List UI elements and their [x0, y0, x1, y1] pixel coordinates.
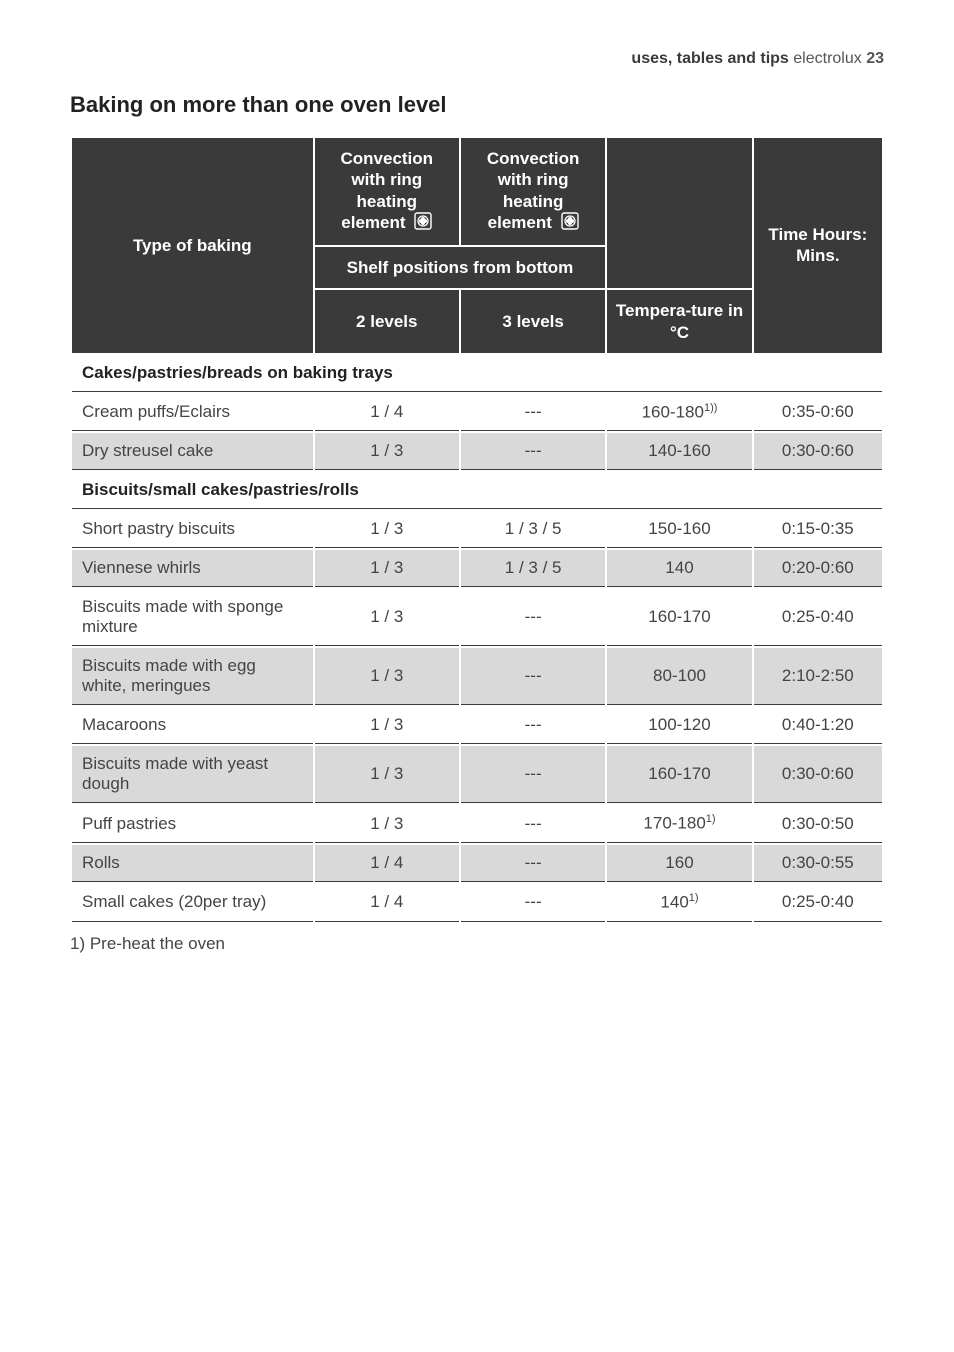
cell-two-levels: 1 / 3 [315, 805, 459, 843]
cell-name: Short pastry biscuits [72, 511, 313, 548]
cell-three-levels: --- [461, 648, 605, 705]
cell-three-levels: --- [461, 884, 605, 922]
cell-three-levels: 1 / 3 / 5 [461, 550, 605, 587]
cell-temperature: 150-160 [607, 511, 751, 548]
th-shelf: Shelf positions from bottom [315, 247, 606, 288]
cell-name: Viennese whirls [72, 550, 313, 587]
cell-name: Biscuits made with yeast dough [72, 746, 313, 803]
fan-icon [414, 212, 432, 235]
cell-three-levels: --- [461, 805, 605, 843]
cell-two-levels: 1 / 3 [315, 550, 459, 587]
cell-two-levels: 1 / 3 [315, 433, 459, 470]
cell-three-levels: --- [461, 707, 605, 744]
category-heading: Biscuits/small cakes/pastries/rolls [72, 472, 882, 509]
cell-temperature: 140 [607, 550, 751, 587]
cell-temperature: 160-170 [607, 589, 751, 646]
cell-three-levels: --- [461, 433, 605, 470]
cell-temperature: 160-1801)) [607, 394, 751, 432]
table-row: Puff pastries1 / 3---170-1801)0:30-0:50 [72, 805, 882, 843]
cell-two-levels: 1 / 4 [315, 394, 459, 432]
cell-three-levels: --- [461, 845, 605, 882]
cell-two-levels: 1 / 3 [315, 589, 459, 646]
cell-time: 2:10-2:50 [754, 648, 882, 705]
cell-two-levels: 1 / 4 [315, 845, 459, 882]
cell-time: 0:30-0:60 [754, 433, 882, 470]
cell-time: 0:15-0:35 [754, 511, 882, 548]
cell-two-levels: 1 / 3 [315, 511, 459, 548]
cell-name: Dry streusel cake [72, 433, 313, 470]
cell-three-levels: --- [461, 394, 605, 432]
cell-temperature: 100-120 [607, 707, 751, 744]
table-row: Biscuits made with egg white, meringues1… [72, 648, 882, 705]
cell-time: 0:40-1:20 [754, 707, 882, 744]
cell-two-levels: 1 / 4 [315, 884, 459, 922]
baking-table: Type of baking Convection with ring heat… [70, 136, 884, 924]
cell-three-levels: 1 / 3 / 5 [461, 511, 605, 548]
cell-temperature: 140-160 [607, 433, 751, 470]
table-row: Dry streusel cake1 / 3---140-1600:30-0:6… [72, 433, 882, 470]
cell-temperature: 1401) [607, 884, 751, 922]
cell-temperature: 160-170 [607, 746, 751, 803]
table-row: Short pastry biscuits1 / 31 / 3 / 5150-1… [72, 511, 882, 548]
cell-two-levels: 1 / 3 [315, 746, 459, 803]
cell-name: Biscuits made with egg white, meringues [72, 648, 313, 705]
fan-icon [561, 212, 579, 235]
th-2lev: 2 levels [315, 290, 459, 353]
header-section: uses, tables and tips [631, 50, 788, 67]
cell-time: 0:30-0:50 [754, 805, 882, 843]
cell-time: 0:30-0:55 [754, 845, 882, 882]
table-body: Cakes/pastries/breads on baking traysCre… [72, 355, 882, 922]
cell-time: 0:25-0:40 [754, 884, 882, 922]
th-temp: Tempera-ture in °C [607, 290, 751, 353]
cell-time: 0:30-0:60 [754, 746, 882, 803]
th-empty [607, 138, 751, 288]
cell-name: Rolls [72, 845, 313, 882]
th-type: Type of baking [72, 138, 313, 353]
table-row: Biscuits made with yeast dough1 / 3---16… [72, 746, 882, 803]
cell-time: 0:35-0:60 [754, 394, 882, 432]
cell-three-levels: --- [461, 746, 605, 803]
table-row: Viennese whirls1 / 31 / 3 / 51400:20-0:6… [72, 550, 882, 587]
cell-name: Cream puffs/Eclairs [72, 394, 313, 432]
th-conv2: Convection with ring heating element [461, 138, 605, 245]
th-conv1: Convection with ring heating element [315, 138, 459, 245]
cell-name: Macaroons [72, 707, 313, 744]
table-row: Cream puffs/Eclairs1 / 4---160-1801))0:3… [72, 394, 882, 432]
table-row: Rolls1 / 4---1600:30-0:55 [72, 845, 882, 882]
category-row: Cakes/pastries/breads on baking trays [72, 355, 882, 392]
cell-name: Small cakes (20per tray) [72, 884, 313, 922]
table-row: Small cakes (20per tray)1 / 4---1401)0:2… [72, 884, 882, 922]
cell-temperature: 80-100 [607, 648, 751, 705]
cell-temperature: 160 [607, 845, 751, 882]
page-header: uses, tables and tips electrolux 23 [70, 50, 884, 68]
cell-three-levels: --- [461, 589, 605, 646]
header-brand: electrolux 23 [793, 50, 884, 67]
table-row: Biscuits made with sponge mixture1 / 3--… [72, 589, 882, 646]
section-title: Baking on more than one oven level [70, 92, 884, 118]
table-head: Type of baking Convection with ring heat… [72, 138, 882, 353]
th-3lev: 3 levels [461, 290, 605, 353]
cell-two-levels: 1 / 3 [315, 707, 459, 744]
cell-time: 0:25-0:40 [754, 589, 882, 646]
cell-temperature: 170-1801) [607, 805, 751, 843]
cell-two-levels: 1 / 3 [315, 648, 459, 705]
cell-time: 0:20-0:60 [754, 550, 882, 587]
table-row: Macaroons1 / 3---100-1200:40-1:20 [72, 707, 882, 744]
category-heading: Cakes/pastries/breads on baking trays [72, 355, 882, 392]
th-time: Time Hours: Mins. [754, 138, 882, 353]
footnote: 1) Pre-heat the oven [70, 934, 884, 954]
cell-name: Puff pastries [72, 805, 313, 843]
category-row: Biscuits/small cakes/pastries/rolls [72, 472, 882, 509]
cell-name: Biscuits made with sponge mixture [72, 589, 313, 646]
